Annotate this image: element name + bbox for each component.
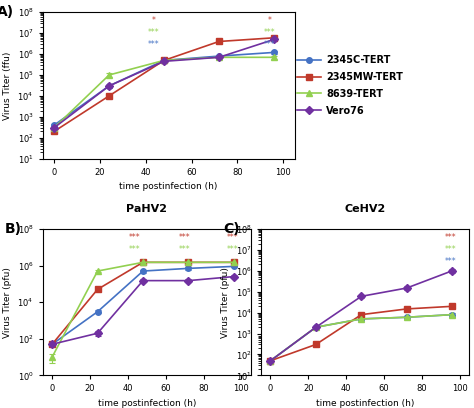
Text: ***: *** — [148, 40, 159, 49]
Title: CeHV2: CeHV2 — [345, 204, 386, 214]
Text: ***: *** — [264, 28, 275, 37]
Text: A): A) — [0, 5, 14, 19]
Text: *: * — [152, 16, 155, 25]
Text: ***: *** — [227, 233, 238, 242]
Y-axis label: Virus Titer (pfu): Virus Titer (pfu) — [221, 267, 230, 337]
Text: ***: *** — [445, 257, 456, 266]
Y-axis label: Virus Titer (pfu): Virus Titer (pfu) — [3, 267, 12, 337]
Text: ***: *** — [264, 40, 275, 49]
X-axis label: time postinfection (h): time postinfection (h) — [316, 399, 414, 408]
Text: ***: *** — [148, 28, 159, 37]
Text: ***: *** — [227, 245, 238, 254]
Text: ***: *** — [128, 245, 140, 254]
Text: ***: *** — [128, 233, 140, 242]
Text: ***: *** — [179, 233, 190, 242]
Text: ***: *** — [179, 245, 190, 254]
Text: B): B) — [5, 222, 22, 235]
Title: PaHV2: PaHV2 — [126, 204, 167, 214]
X-axis label: time postinfection (h): time postinfection (h) — [119, 182, 218, 191]
Text: *: * — [267, 16, 271, 25]
Text: C): C) — [224, 222, 240, 235]
Y-axis label: Virus Titer (ffu): Virus Titer (ffu) — [3, 51, 12, 120]
Text: ***: *** — [445, 245, 456, 254]
X-axis label: time postinfection (h): time postinfection (h) — [98, 399, 196, 408]
Text: ***: *** — [445, 233, 456, 242]
Legend: 2345C-TERT, 2345MW-TERT, 8639-TERT, Vero76: 2345C-TERT, 2345MW-TERT, 8639-TERT, Vero… — [293, 51, 407, 120]
